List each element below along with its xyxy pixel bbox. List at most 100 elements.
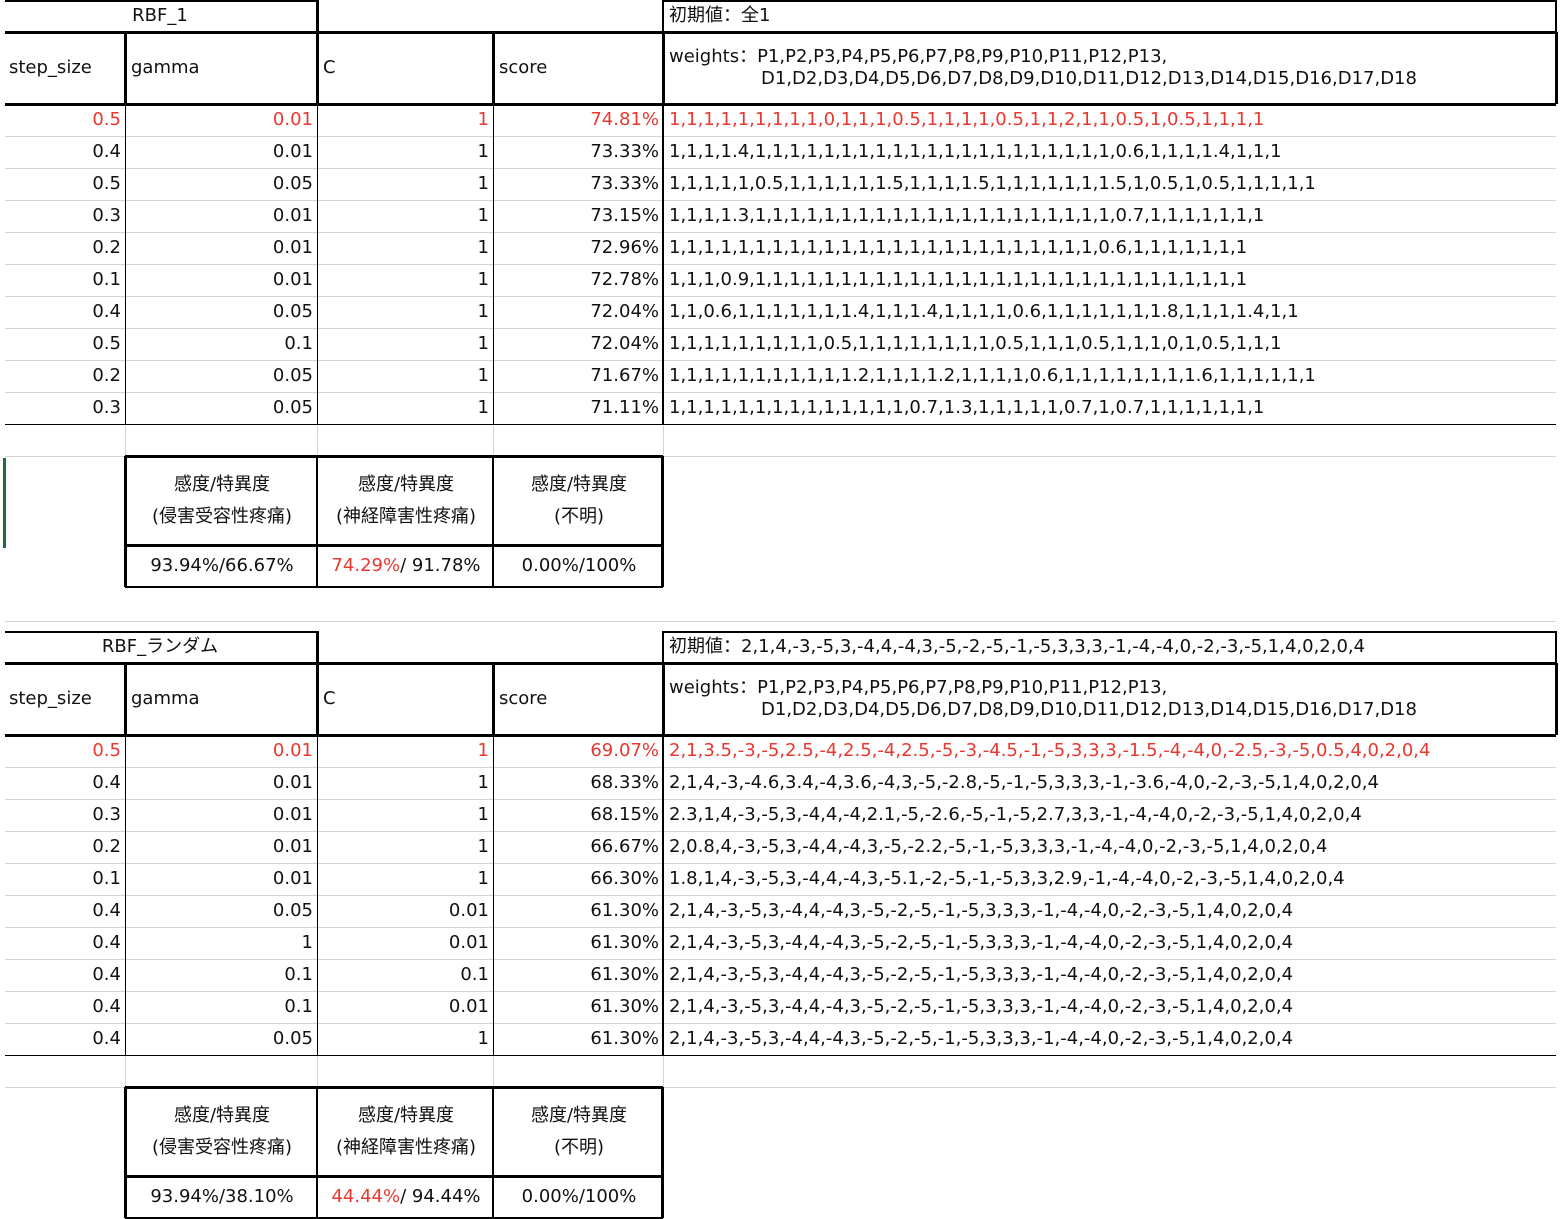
cell-c[interactable]: 1: [477, 109, 489, 131]
cell-c[interactable]: 1: [477, 141, 489, 163]
cell-gamma[interactable]: 0.05: [272, 900, 313, 922]
cell-c[interactable]: 1: [477, 173, 489, 195]
cell-c[interactable]: 1: [477, 772, 489, 794]
header-gamma[interactable]: gamma: [131, 688, 200, 710]
cell-c[interactable]: 1: [477, 1028, 489, 1050]
cell-c[interactable]: 1: [477, 301, 489, 323]
cell-c[interactable]: 0.01: [448, 900, 489, 922]
cell-gamma[interactable]: 0.05: [272, 365, 313, 387]
cell-weights[interactable]: 1,1,1,1,1,1,1,1,1,1,1,1,1,1,1,1,1,1,1,1,…: [669, 237, 1248, 259]
cell-gamma[interactable]: 0.1: [284, 964, 313, 986]
cell-gamma[interactable]: 0.01: [272, 804, 313, 826]
cell-step-size[interactable]: 0.4: [92, 964, 121, 986]
cell-score[interactable]: 74.81%: [590, 109, 659, 131]
cell-gamma[interactable]: 0.01: [272, 205, 313, 227]
cell-step-size[interactable]: 0.2: [92, 365, 121, 387]
cell-gamma[interactable]: 0.01: [272, 868, 313, 890]
cell-weights[interactable]: 2,1,4,-3,-5,3,-4,4,-4,3,-5,-2,-5,-1,-5,3…: [669, 1028, 1294, 1050]
sens-header-2[interactable]: 感度/特異度 (神経障害性疼痛): [319, 1087, 493, 1176]
cell-c[interactable]: 0.01: [448, 996, 489, 1018]
cell-c[interactable]: 1: [477, 205, 489, 227]
header-score[interactable]: score: [499, 688, 548, 710]
cell-weights[interactable]: 1,1,1,1.3,1,1,1,1,1,1,1,1,1,1,1,1,1,1,1,…: [669, 205, 1265, 227]
sens-header-3[interactable]: 感度/特異度 (不明): [495, 456, 663, 545]
sens-header-1[interactable]: 感度/特異度 (侵害受容性疼痛): [127, 1087, 317, 1176]
cell-gamma[interactable]: 0.05: [272, 1028, 313, 1050]
cell-score[interactable]: 61.30%: [590, 900, 659, 922]
cell-step-size[interactable]: 0.4: [92, 141, 121, 163]
cell-weights[interactable]: 2,1,4,-3,-5,3,-4,4,-4,3,-5,-2,-5,-1,-5,3…: [669, 996, 1294, 1018]
cell-gamma[interactable]: 0.01: [272, 109, 313, 131]
cell-gamma[interactable]: 0.05: [272, 173, 313, 195]
cell-step-size[interactable]: 0.3: [92, 804, 121, 826]
header-step-size[interactable]: step_size: [9, 688, 92, 710]
cell-score[interactable]: 72.78%: [590, 269, 659, 291]
cell-score[interactable]: 66.30%: [590, 868, 659, 890]
cell-gamma[interactable]: 0.05: [272, 301, 313, 323]
sens-header-1[interactable]: 感度/特異度 (侵害受容性疼痛): [127, 456, 317, 545]
sens-value-unknown[interactable]: 0.00%/100%: [521, 1186, 637, 1208]
cell-step-size[interactable]: 0.5: [92, 333, 121, 355]
sens-value-unknown[interactable]: 0.00%/100%: [521, 555, 637, 577]
cell-score[interactable]: 61.30%: [590, 964, 659, 986]
cell-score[interactable]: 68.15%: [590, 804, 659, 826]
cell-gamma[interactable]: 0.1: [284, 333, 313, 355]
cell-weights[interactable]: 1,1,1,1,1,1,1,1,1,0,1,1,1,0.5,1,1,1,1,0.…: [669, 109, 1265, 131]
cell-c[interactable]: 1: [477, 269, 489, 291]
cell-score[interactable]: 61.30%: [590, 996, 659, 1018]
header-c[interactable]: C: [323, 688, 336, 710]
cell-step-size[interactable]: 0.5: [92, 109, 121, 131]
cell-score[interactable]: 66.67%: [590, 836, 659, 858]
cell-score[interactable]: 72.04%: [590, 301, 659, 323]
cell-weights[interactable]: 2,1,3.5,-3,-5,2.5,-4,2.5,-4,2.5,-5,-3,-4…: [669, 740, 1431, 762]
cell-step-size[interactable]: 0.1: [92, 269, 121, 291]
cell-step-size[interactable]: 0.2: [92, 237, 121, 259]
cell-gamma[interactable]: 0.01: [272, 740, 313, 762]
sens-value-neuropathic[interactable]: 74.29%/ 91.78%: [319, 545, 493, 587]
section2-init[interactable]: 初期値：2,1,4,-3,-5,3,-4,4,-4,3,-5,-2,-5,-1,…: [669, 636, 1366, 658]
cell-gamma[interactable]: 0.01: [272, 836, 313, 858]
header-weights[interactable]: weights：P1,P2,P3,P4,P5,P6,P7,P8,P9,P10,P…: [665, 32, 1555, 104]
cell-gamma[interactable]: 0.01: [272, 237, 313, 259]
cell-c[interactable]: 1: [477, 365, 489, 387]
cell-weights[interactable]: 2.3,1,4,-3,-5,3,-4,4,-4,2.1,-5,-2.6,-5,-…: [669, 804, 1362, 826]
header-c[interactable]: C: [323, 57, 336, 79]
cell-weights[interactable]: 1.8,1,4,-3,-5,3,-4,4,-4,3,-5.1,-2,-5,-1,…: [669, 868, 1345, 890]
cell-step-size[interactable]: 0.3: [92, 397, 121, 419]
sens-value-nociceptive[interactable]: 93.94%/66.67%: [150, 555, 294, 577]
cell-c[interactable]: 0.01: [448, 932, 489, 954]
cell-step-size[interactable]: 0.2: [92, 836, 121, 858]
cell-step-size[interactable]: 0.4: [92, 932, 121, 954]
cell-score[interactable]: 73.15%: [590, 205, 659, 227]
section1-title[interactable]: RBF_1: [132, 5, 188, 27]
cell-weights[interactable]: 2,1,4,-3,-5,3,-4,4,-4,3,-5,-2,-5,-1,-5,3…: [669, 932, 1294, 954]
cell-weights[interactable]: 1,1,1,1,1,0.5,1,1,1,1,1,1.5,1,1,1,1.5,1,…: [669, 173, 1316, 195]
cell-c[interactable]: 1: [477, 237, 489, 259]
cell-c[interactable]: 0.1: [460, 964, 489, 986]
cell-c[interactable]: 1: [477, 804, 489, 826]
cell-c[interactable]: 1: [477, 397, 489, 419]
cell-score[interactable]: 69.07%: [590, 740, 659, 762]
sens-header-3[interactable]: 感度/特異度 (不明): [495, 1087, 663, 1176]
header-score[interactable]: score: [499, 57, 548, 79]
section2-title[interactable]: RBF_ランダム: [101, 636, 219, 658]
cell-score[interactable]: 73.33%: [590, 141, 659, 163]
cell-gamma[interactable]: 0.01: [272, 772, 313, 794]
sens-value-nociceptive[interactable]: 93.94%/38.10%: [150, 1186, 294, 1208]
cell-weights[interactable]: 2,1,4,-3,-5,3,-4,4,-4,3,-5,-2,-5,-1,-5,3…: [669, 964, 1294, 986]
cell-step-size[interactable]: 0.5: [92, 740, 121, 762]
cell-weights[interactable]: 2,0.8,4,-3,-5,3,-4,4,-4,3,-5,-2.2,-5,-1,…: [669, 836, 1328, 858]
sens-header-2[interactable]: 感度/特異度 (神経障害性疼痛): [319, 456, 493, 545]
cell-score[interactable]: 73.33%: [590, 173, 659, 195]
cell-weights[interactable]: 1,1,1,1.4,1,1,1,1,1,1,1,1,1,1,1,1,1,1,1,…: [669, 141, 1282, 163]
cell-score[interactable]: 68.33%: [590, 772, 659, 794]
cell-c[interactable]: 1: [477, 333, 489, 355]
section1-init[interactable]: 初期値：全1: [669, 5, 771, 27]
cell-step-size[interactable]: 0.1: [92, 868, 121, 890]
cell-score[interactable]: 71.67%: [590, 365, 659, 387]
header-step-size[interactable]: step_size: [9, 57, 92, 79]
header-gamma[interactable]: gamma: [131, 57, 200, 79]
cell-score[interactable]: 72.04%: [590, 333, 659, 355]
header-weights[interactable]: weights：P1,P2,P3,P4,P5,P6,P7,P8,P9,P10,P…: [665, 663, 1555, 735]
cell-c[interactable]: 1: [477, 868, 489, 890]
